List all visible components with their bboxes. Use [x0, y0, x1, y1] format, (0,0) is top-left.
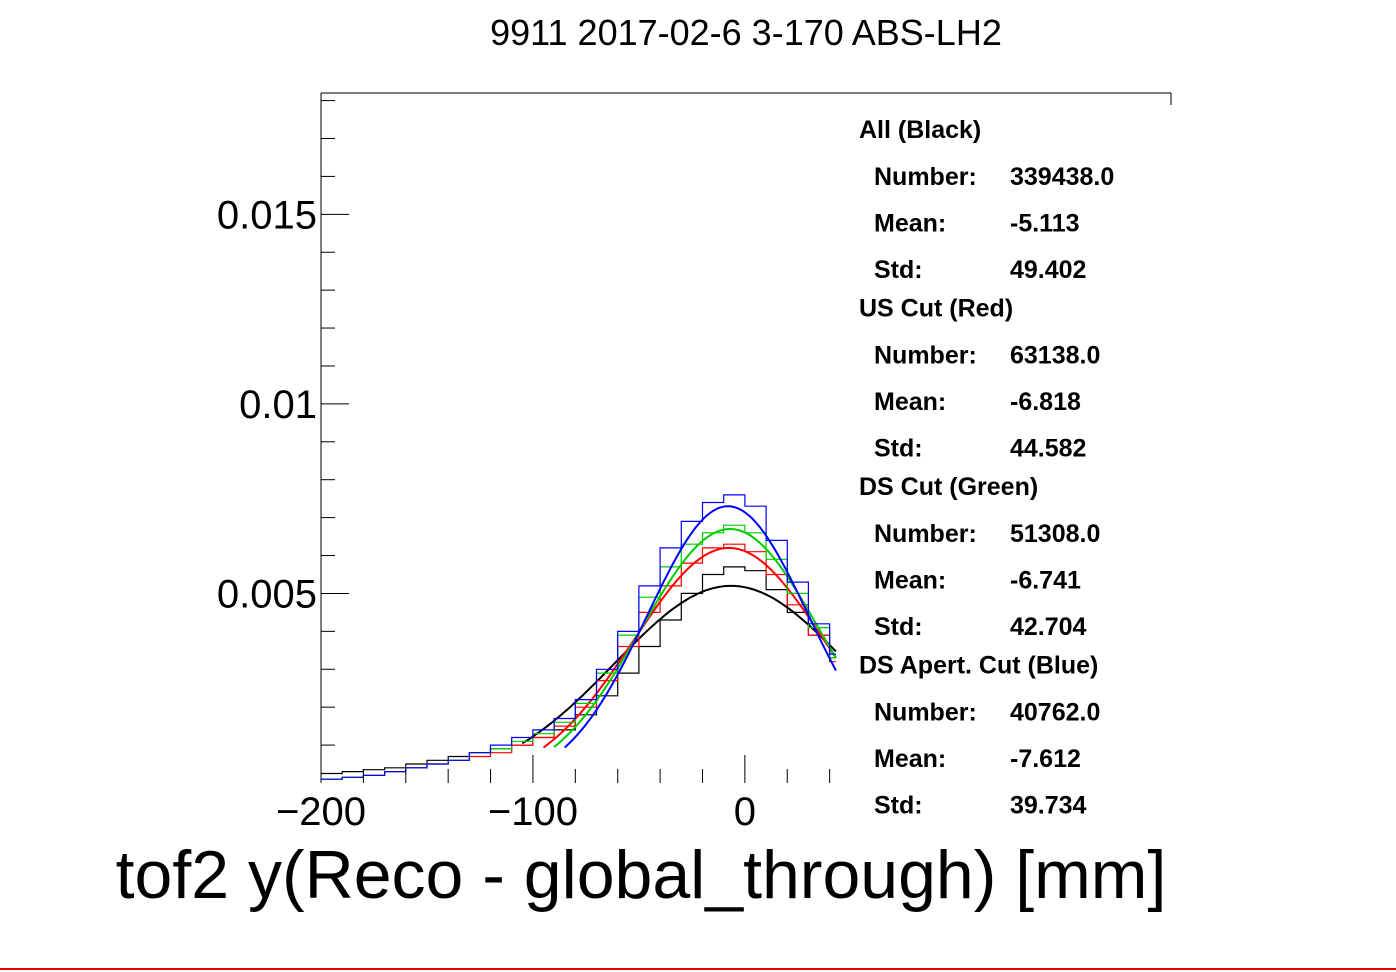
stats-row-value: 44.582 — [1010, 435, 1086, 463]
fit-curve-series-3 — [553, 527, 837, 748]
stats-row-label: Std: — [874, 435, 923, 463]
stats-row-value: 39.734 — [1010, 792, 1087, 820]
stats-row-value: 49.402 — [1010, 256, 1086, 284]
x-axis-label: tof2 y(Reco - global_through) [mm] — [116, 837, 1167, 913]
stats-block-title: All (Black) — [859, 116, 981, 144]
stats-box: All (Black) Number: 339438.0 Mean: -5.113 Std… — [859, 116, 1114, 820]
stats-block-title: DS Cut (Green) — [859, 473, 1038, 501]
fit-curve-series-1 — [521, 584, 837, 745]
stats-row-label: Mean: — [874, 745, 946, 773]
stats-row-value: 339438.0 — [1010, 163, 1114, 191]
axis-layer: 0.005 0.01 0.015 −200 −100 0 — [217, 100, 831, 834]
stats-row-label: Number: — [874, 163, 977, 191]
x-tick-label: −100 — [488, 790, 578, 834]
stats-row-value: 42.704 — [1010, 613, 1087, 641]
series-layer — [321, 494, 837, 780]
histogram-series-1 — [321, 566, 836, 775]
stats-row-label: Mean: — [874, 567, 946, 595]
plot-frame — [320, 92, 1172, 783]
stats-row-value: 63138.0 — [1010, 342, 1100, 370]
histogram-series-3 — [321, 524, 836, 780]
y-tick-label: 0.005 — [217, 572, 317, 616]
stats-row-label: Std: — [874, 792, 923, 820]
chart-title: 9911 2017-02-6 3-170 ABS-LH2 — [490, 12, 1002, 53]
fit-curve-series-4 — [564, 505, 837, 749]
stats-block-title: US Cut (Red) — [859, 295, 1013, 323]
stats-row-label: Mean: — [874, 210, 946, 238]
fit-curve-series-2 — [542, 546, 837, 749]
stats-row-label: Std: — [874, 256, 923, 284]
histogram-series-4 — [321, 494, 836, 780]
stats-row-label: Number: — [874, 699, 977, 727]
x-tick-label: −200 — [276, 790, 366, 834]
x-tick-label: 0 — [734, 790, 756, 834]
stats-row-label: Std: — [874, 613, 923, 641]
y-tick-label: 0.015 — [217, 193, 317, 237]
stats-row-label: Number: — [874, 520, 977, 548]
stats-row-value: -5.113 — [1010, 210, 1080, 238]
stats-row-value: 40762.0 — [1010, 699, 1100, 727]
stats-row-value: 51308.0 — [1010, 520, 1100, 548]
stats-row-value: -7.612 — [1010, 745, 1081, 773]
y-tick-label: 0.01 — [239, 383, 317, 427]
stats-row-value: -6.741 — [1010, 567, 1081, 595]
stats-row-value: -6.818 — [1010, 388, 1081, 416]
histogram-series-2 — [321, 543, 836, 780]
stats-row-label: Mean: — [874, 388, 946, 416]
stats-row-label: Number: — [874, 342, 977, 370]
stats-block-title: DS Apert. Cut (Blue) — [859, 652, 1098, 680]
